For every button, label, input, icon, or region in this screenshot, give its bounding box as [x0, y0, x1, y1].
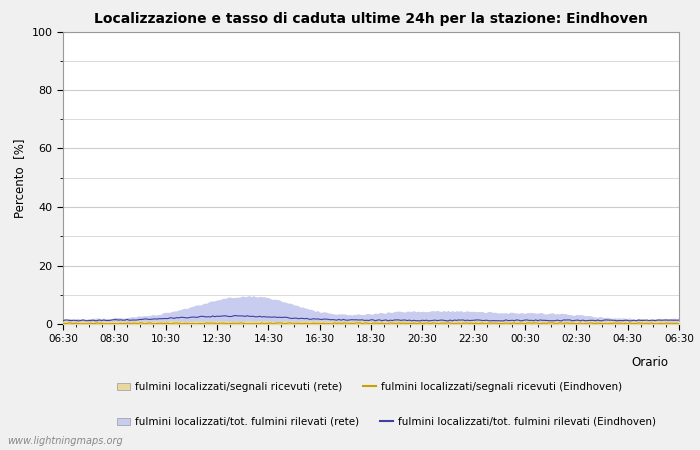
Text: Orario: Orario: [631, 356, 668, 369]
Y-axis label: Percento  [%]: Percento [%]: [13, 138, 26, 217]
Title: Localizzazione e tasso di caduta ultime 24h per la stazione: Eindhoven: Localizzazione e tasso di caduta ultime …: [94, 12, 648, 26]
Legend: fulmini localizzati/tot. fulmini rilevati (rete), fulmini localizzati/tot. fulmi: fulmini localizzati/tot. fulmini rilevat…: [118, 417, 656, 427]
Text: www.lightningmaps.org: www.lightningmaps.org: [7, 436, 122, 446]
